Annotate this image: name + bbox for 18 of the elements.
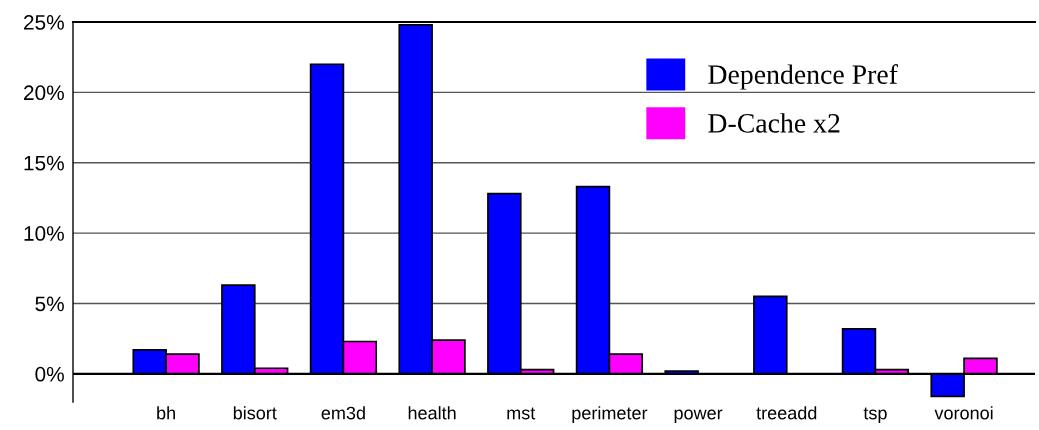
x-tick-label: voronoi xyxy=(934,406,993,420)
x-tick-label: mst xyxy=(507,407,536,420)
x-tick-label: bh xyxy=(157,406,175,420)
y-tick-label: 5% xyxy=(35,296,64,312)
legend-label: Dependence Pref xyxy=(708,64,898,90)
x-tick-label: tsp xyxy=(863,407,887,423)
x-tick-label: health xyxy=(408,406,456,420)
y-tick-label: 0% xyxy=(35,366,64,382)
x-tick-label: perimeter xyxy=(572,406,648,423)
x-tick-label: treeadd xyxy=(756,406,817,420)
x-tick-label: em3d xyxy=(321,406,365,420)
y-tick-label: 25% xyxy=(24,15,64,30)
x-tick-label: power xyxy=(674,409,723,423)
y-tick-label: 15% xyxy=(24,155,64,171)
y-tick-label: 10% xyxy=(24,226,64,241)
x-tick-label: bisort xyxy=(233,406,277,420)
legend-label: D-Cache x2 xyxy=(708,113,840,133)
y-tick-label: 20% xyxy=(24,85,64,101)
